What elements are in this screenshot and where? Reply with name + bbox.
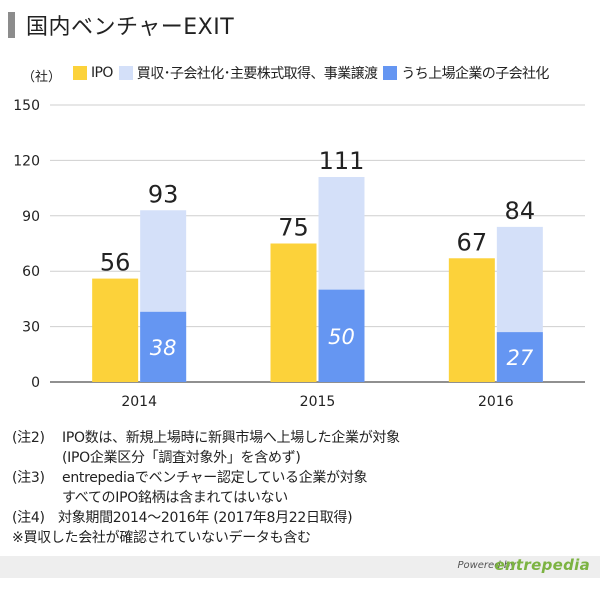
footer-bar: Powered by entrepedia [0,556,600,578]
x-tick-label: 2016 [478,394,514,410]
note-text: (IPO企業区分「調査対象外」を含めず) [62,450,301,466]
note-tag: ※ [12,530,24,546]
data-label-listed-subsidiary: 38 [150,336,177,360]
note-text: 対象期間2014～2016年 (2017年8月22日取得) [58,510,353,526]
note-tag: (注2) [12,430,45,446]
note-4: (注4) 対象期間2014～2016年 (2017年8月22日取得) [12,508,400,528]
legend-swatch-listed-subsidiary [383,66,398,80]
note-text: すべてのIPO銘柄は含まれてはいない [62,490,288,506]
y-tick-label: 60 [22,264,40,280]
note-text: IPO数は、新規上場時に新興市場へ上場した企業が対象 [62,430,400,446]
note-tag: (注3) [12,470,45,486]
y-tick-label: 150 [13,98,40,114]
data-label-listed-subsidiary: 50 [328,325,355,349]
y-tick-label: 120 [13,153,40,169]
data-label-ipo: 67 [457,228,488,256]
data-label-ipo: 75 [278,214,309,242]
bar-ipo [92,278,139,382]
note-tag: (注4) [12,510,45,526]
note-text: entrepediaでベンチャー認定している企業が対象 [62,470,368,486]
title-accent-bar [8,12,15,38]
powered-by-text: Powered by [457,560,516,571]
note-3: (注3) entrepediaでベンチャー認定している企業が対象 すべてのIPO… [12,468,400,508]
bar-listed-subsidiary [318,289,365,382]
bar-chart: 0 30 60 90 120 150 56 93 38 2014 75 111 50 2015 67 84 27… [13,98,585,410]
bar-listed-subsidiary [496,332,543,382]
legend-item-acquisition: 買収･子会社化･主要株式取得、事業譲渡 [118,63,378,83]
y-tick-label: 30 [22,320,40,336]
legend-swatch-ipo [73,66,87,80]
bar-ipo [448,258,495,382]
legend-item-listed-subsidiary: うち上場企業の子会社化 [383,63,549,83]
note-2: (注2) IPO数は、新規上場時に新興市場へ上場した企業が対象 (IPO企業区分… [12,428,400,468]
data-label-acquisition: 111 [319,147,365,175]
bar-ipo [270,243,317,382]
chart-title: 国内ベンチャーEXIT [26,15,235,40]
data-label-acquisition: 93 [148,180,179,208]
legend-swatch-acquisition [118,66,133,80]
x-tick-label: 2014 [121,394,157,410]
data-label-acquisition: 84 [505,197,536,225]
legend-label-listed-subsidiary: うち上場企業の子会社化 [401,66,549,82]
data-label-listed-subsidiary: 27 [506,346,533,370]
legend-label-ipo: IPO [91,65,113,81]
brand-logo[interactable]: entrepedia [494,556,590,574]
legend-item-ipo: IPO [73,65,113,81]
note-text: 買収した会社が確認されていないデータも含む [23,530,311,546]
note-asterisk: ※ 買収した会社が確認されていないデータも含む [12,528,400,548]
legend-label-acquisition: 買収･子会社化･主要株式取得、事業譲渡 [136,66,378,82]
legend: IPO 買収･子会社化･主要株式取得、事業譲渡 うち上場企業の子会社化 [73,63,555,83]
footnotes: (注2) IPO数は、新規上場時に新興市場へ上場した企業が対象 (IPO企業区分… [12,428,400,548]
data-label-ipo: 56 [100,249,131,277]
unit-label: （社） [22,70,62,85]
x-tick-label: 2015 [300,394,336,410]
y-tick-label: 90 [22,209,40,225]
bar-listed-subsidiary [140,311,187,382]
y-tick-label: 0 [31,375,40,391]
